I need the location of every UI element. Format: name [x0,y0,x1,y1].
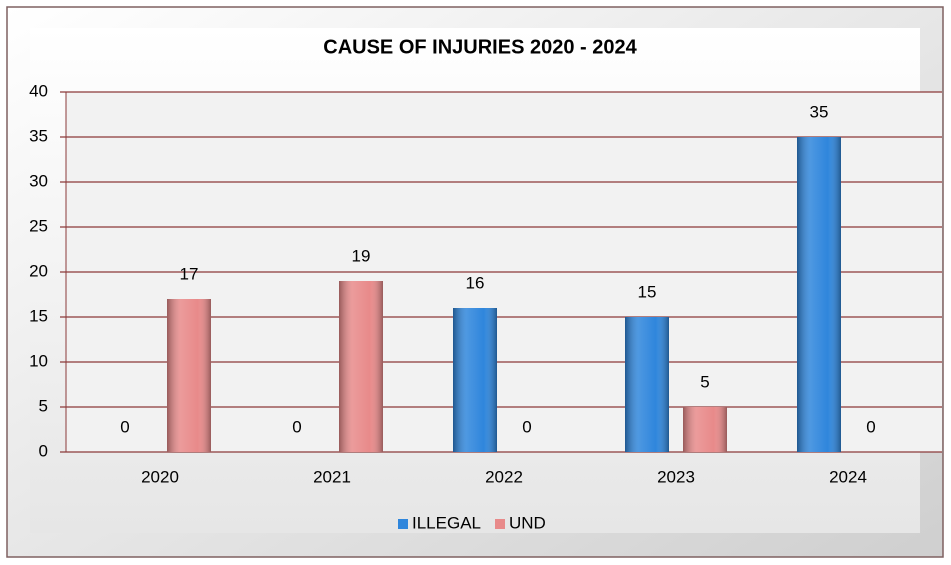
bar [339,281,383,452]
y-tick-label: 25 [29,216,48,235]
y-tick-label: 0 [39,441,48,460]
y-tick-label: 35 [29,126,48,145]
value-label: 5 [700,372,709,391]
value-label: 35 [810,102,829,121]
x-tick-label: 2023 [657,467,695,486]
y-tick-label: 5 [39,396,48,415]
value-label: 0 [292,417,301,436]
value-label: 17 [180,264,199,283]
y-tick-label: 30 [29,171,48,190]
value-label: 0 [120,417,129,436]
y-tick-label: 15 [29,306,48,325]
chart-title: CAUSE OF INJURIES 2020 - 2024 [323,36,637,58]
legend-label: UND [509,513,546,532]
value-label: 0 [866,417,875,436]
value-label: 19 [352,246,371,265]
legend-label: ILLEGAL [412,513,481,532]
bar-shade [339,281,383,452]
x-tick-label: 2020 [141,467,179,486]
y-tick-label: 20 [29,261,48,280]
value-label: 16 [466,273,485,292]
x-tick-label: 2022 [485,467,523,486]
bar-shade [167,299,211,452]
bar-shade [683,407,727,452]
x-tick-label: 2024 [829,467,867,486]
legend-swatch [495,519,505,529]
bar-shade [453,308,497,452]
bar-shade [625,317,669,452]
x-tick-label: 2021 [313,467,351,486]
bar [167,299,211,452]
value-label: 15 [638,282,657,301]
y-tick-label: 40 [29,81,48,100]
bar [797,137,841,452]
bar [625,317,669,452]
bar [683,407,727,452]
y-tick-label: 10 [29,351,48,370]
bar [453,308,497,452]
bar-shade [797,137,841,452]
legend-swatch [398,519,408,529]
value-label: 0 [522,417,531,436]
